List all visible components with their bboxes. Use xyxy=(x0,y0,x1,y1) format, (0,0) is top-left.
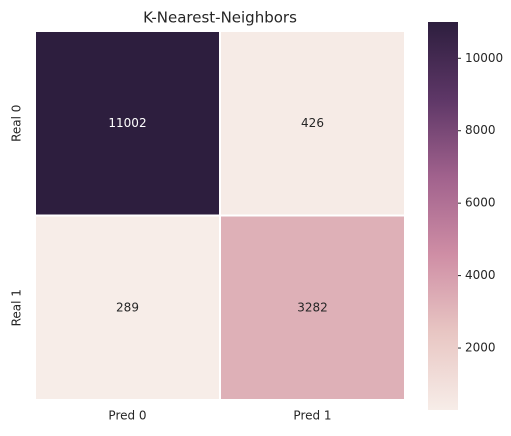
x-tick-label: Pred 1 xyxy=(293,409,331,423)
cell-label: 11002 xyxy=(108,116,146,130)
colorbar-tick-label: 6000 xyxy=(465,196,496,210)
heatmap-cell xyxy=(34,214,221,401)
colorbar-tick-label: 10000 xyxy=(465,51,503,65)
heatmap-cell xyxy=(219,214,406,401)
heatmap-cell xyxy=(219,30,406,217)
cell-label: 289 xyxy=(116,300,139,314)
y-tick-label: Real 0 xyxy=(10,105,24,142)
colorbar xyxy=(428,22,458,410)
colorbar-tick-label: 2000 xyxy=(465,341,496,355)
cell-label: 3282 xyxy=(297,300,328,314)
cell-label: 426 xyxy=(301,116,324,130)
colorbar-tick-label: 8000 xyxy=(465,123,496,137)
heatmap-cell xyxy=(34,30,221,217)
chart-title: K-Nearest-Neighbors xyxy=(143,9,297,27)
x-tick-label: Pred 0 xyxy=(108,409,146,423)
colorbar-tick-label: 4000 xyxy=(465,268,496,282)
y-tick-label: Real 1 xyxy=(10,289,24,326)
